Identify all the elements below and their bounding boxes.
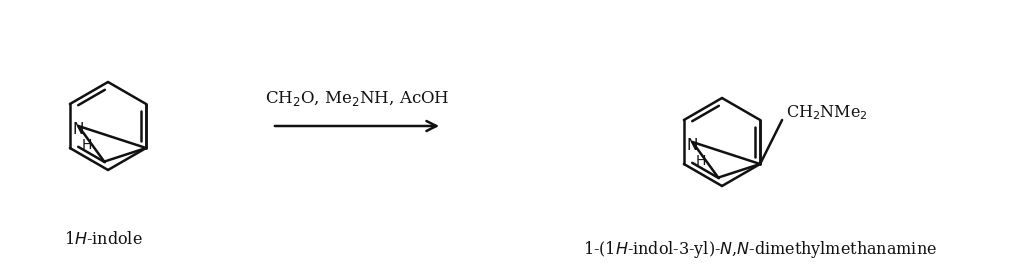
- Text: N: N: [73, 122, 84, 137]
- Text: 1-(1$H$-indol-3-yl)-$N$,$N$-dimethylmethanamine: 1-(1$H$-indol-3-yl)-$N$,$N$-dimethylmeth…: [583, 239, 937, 260]
- Text: H: H: [695, 154, 706, 168]
- Text: CH$_2$NMe$_2$: CH$_2$NMe$_2$: [786, 104, 868, 122]
- Text: N: N: [687, 138, 698, 153]
- Text: CH$_2$O, Me$_2$NH, AcOH: CH$_2$O, Me$_2$NH, AcOH: [264, 89, 450, 109]
- Text: H: H: [81, 138, 91, 152]
- Text: 1$H$-indole: 1$H$-indole: [63, 231, 142, 248]
